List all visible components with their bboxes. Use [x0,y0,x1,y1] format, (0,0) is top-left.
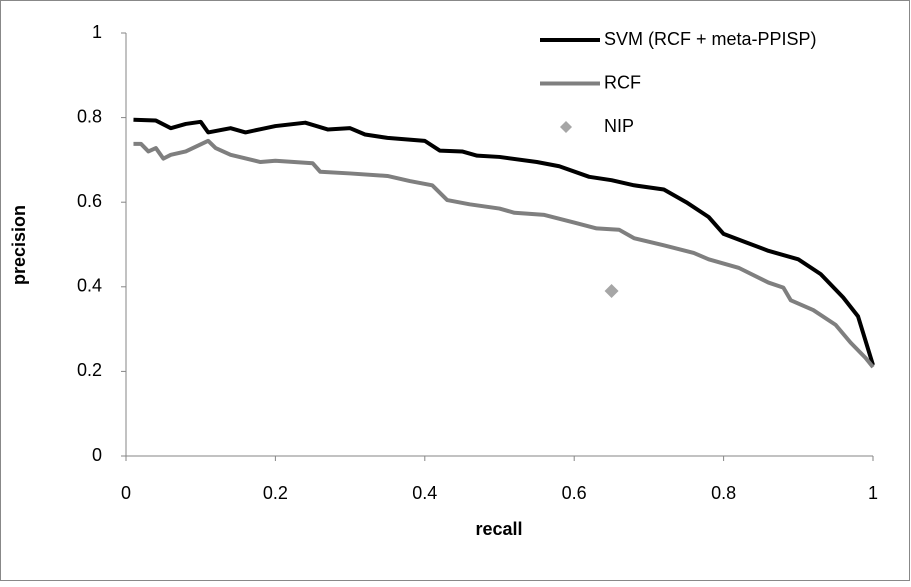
x-tick-label: 0 [121,483,131,503]
x-axis-title: recall [475,519,522,539]
line-series [133,117,875,366]
y-tick-label: 0.2 [77,360,102,380]
legend-marker [560,121,572,133]
x-tick-label: 0.8 [711,483,736,503]
x-tick-label: 0.4 [412,483,437,503]
y-tick-label: 0 [92,445,102,465]
y-tick-label: 0.6 [77,191,102,211]
legend-label: SVM (RCF + meta-PPISP) [604,29,817,49]
y-tick-label: 1 [92,22,102,42]
y-tick-label: 0.4 [77,276,102,296]
legend-label: RCF [604,72,641,92]
scatter-point [604,284,619,299]
y-axis-title: precision [9,205,29,285]
x-tick-label: 0.6 [562,483,587,503]
x-tick-label: 0.2 [263,483,288,503]
legend-label: NIP [604,116,634,136]
y-tick-label: 0.8 [77,106,102,126]
x-tick-label: 1 [868,483,878,503]
line-series [133,138,875,369]
